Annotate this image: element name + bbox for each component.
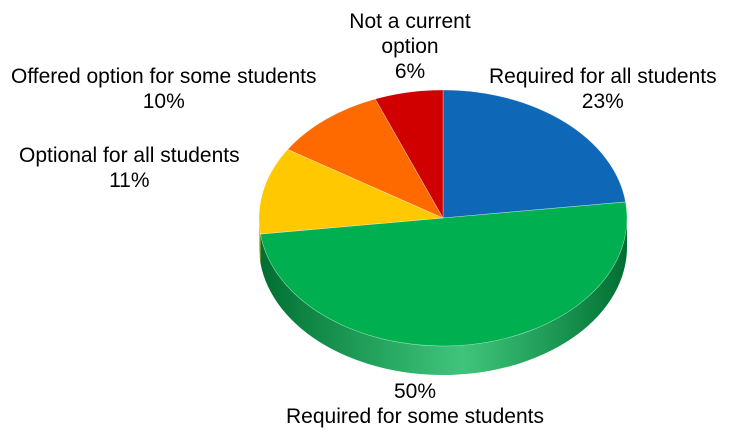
- slice-name-offered-some: Offered option for some students: [11, 65, 317, 88]
- slice-pct-required-all: 23%: [581, 90, 624, 113]
- pie-slice-required-for-some-students: [260, 201, 628, 347]
- pie-side-optional-for-all-students: [259, 218, 261, 264]
- slice-label-not-current: Not a current option 6%: [335, 9, 485, 84]
- pie-slice-optional-for-all-students: [258, 149, 444, 235]
- pie-side-walls: [259, 218, 627, 375]
- slice-label-optional-all: Optional for all students 11%: [19, 143, 240, 193]
- pie-slice-offered-option-for-some-students: [287, 98, 444, 219]
- slice-label-required-some: 50% Required for some students: [286, 379, 544, 429]
- slice-name-required-all: Required for all students: [489, 65, 717, 88]
- slice-name-not-current: Not a current option: [349, 10, 471, 58]
- slice-name-optional-all: Optional for all students: [19, 144, 240, 167]
- slice-label-offered-some: Offered option for some students 10%: [11, 64, 316, 114]
- pie-slice-not-a-current-option: [374, 89, 444, 220]
- slice-pct-not-current: 6%: [394, 60, 426, 83]
- slice-pct-optional-all: 11%: [109, 169, 150, 192]
- slice-label-required-all: Required for all students 23%: [489, 64, 717, 114]
- pie-slice-required-for-all-students: [442, 89, 626, 219]
- pie-side-required-for-some-students: [260, 218, 627, 375]
- slice-pct-offered-some: 10%: [142, 90, 185, 113]
- pie-top-faces: [258, 89, 628, 347]
- slice-pct-required-some: 50%: [393, 380, 436, 403]
- slice-name-required-some: Required for some students: [286, 405, 544, 428]
